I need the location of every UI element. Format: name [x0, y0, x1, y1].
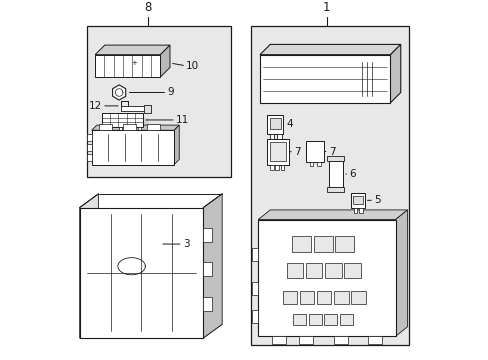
Bar: [280, 165, 284, 170]
Text: +: +: [131, 59, 137, 66]
Bar: [269, 142, 286, 161]
Bar: [328, 161, 343, 187]
Bar: [270, 134, 274, 140]
Bar: [333, 336, 347, 344]
Bar: [251, 282, 258, 295]
Bar: [80, 207, 203, 338]
Polygon shape: [203, 194, 222, 338]
Polygon shape: [112, 85, 125, 100]
Bar: [325, 264, 341, 278]
Bar: [121, 106, 150, 111]
Bar: [316, 291, 331, 303]
Bar: [86, 154, 92, 161]
Bar: [251, 26, 408, 345]
Bar: [291, 236, 310, 252]
Bar: [146, 124, 160, 130]
Bar: [333, 291, 348, 303]
Bar: [352, 196, 362, 204]
Text: 10: 10: [186, 61, 199, 71]
Bar: [251, 310, 258, 323]
Bar: [203, 228, 211, 242]
Polygon shape: [174, 125, 179, 165]
Bar: [286, 264, 303, 278]
Text: 5: 5: [373, 195, 380, 205]
Bar: [258, 220, 395, 336]
Bar: [203, 297, 211, 311]
Bar: [99, 124, 112, 130]
Bar: [86, 134, 92, 140]
Bar: [326, 156, 344, 161]
Text: 7: 7: [293, 147, 300, 157]
Polygon shape: [80, 324, 222, 338]
Text: 11: 11: [176, 115, 189, 125]
Bar: [102, 113, 143, 127]
Bar: [367, 336, 381, 344]
Bar: [308, 314, 321, 325]
Text: 3: 3: [183, 239, 189, 249]
Bar: [109, 127, 111, 131]
Text: 6: 6: [348, 169, 355, 179]
Polygon shape: [160, 45, 170, 77]
Bar: [305, 141, 324, 162]
Bar: [324, 314, 337, 325]
Polygon shape: [258, 210, 407, 220]
Polygon shape: [260, 44, 400, 55]
Bar: [292, 314, 305, 325]
Bar: [350, 291, 365, 303]
Text: 8: 8: [144, 1, 152, 14]
Bar: [326, 187, 344, 192]
Bar: [299, 336, 312, 344]
Polygon shape: [80, 194, 99, 338]
Bar: [350, 193, 364, 207]
Text: 7: 7: [328, 147, 335, 157]
Bar: [359, 207, 362, 213]
Bar: [344, 264, 360, 278]
Bar: [305, 264, 322, 278]
Bar: [335, 236, 353, 252]
Bar: [260, 55, 389, 103]
Bar: [275, 165, 278, 170]
Bar: [122, 124, 136, 130]
Bar: [86, 26, 230, 177]
Bar: [251, 248, 258, 261]
Bar: [144, 104, 151, 113]
Bar: [317, 162, 320, 166]
Bar: [271, 336, 285, 344]
Text: 2: 2: [388, 45, 394, 55]
Polygon shape: [92, 125, 179, 130]
Polygon shape: [95, 45, 170, 55]
Bar: [353, 207, 356, 213]
Text: 12: 12: [88, 101, 102, 111]
Bar: [266, 139, 288, 165]
Bar: [266, 115, 283, 134]
Bar: [95, 55, 160, 77]
Text: 9: 9: [167, 87, 174, 98]
Bar: [86, 144, 92, 151]
Bar: [277, 134, 281, 140]
Text: 4: 4: [286, 119, 292, 129]
Bar: [313, 236, 332, 252]
Bar: [270, 165, 273, 170]
Bar: [299, 291, 314, 303]
Bar: [138, 127, 141, 131]
Polygon shape: [389, 44, 400, 103]
Bar: [92, 130, 174, 165]
Text: 1: 1: [323, 1, 330, 14]
Bar: [282, 291, 297, 303]
Bar: [129, 127, 132, 131]
Bar: [340, 314, 352, 325]
Bar: [309, 162, 312, 166]
Polygon shape: [395, 210, 407, 336]
Bar: [269, 118, 280, 129]
Polygon shape: [108, 118, 149, 132]
Bar: [203, 262, 211, 276]
Bar: [119, 127, 122, 131]
